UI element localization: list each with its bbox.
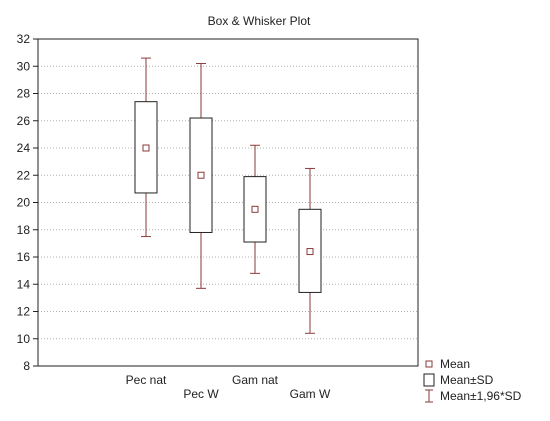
y-tick-label: 28	[17, 87, 31, 101]
legend-item: Mean±SD	[423, 373, 494, 387]
y-tick-label: 16	[17, 250, 31, 264]
y-tick-label: 20	[17, 196, 31, 210]
y-tick-label: 18	[17, 223, 31, 237]
category-label: Gam nat	[232, 373, 279, 387]
mean-marker	[197, 171, 205, 179]
category-label: Pec W	[183, 387, 219, 401]
box-group	[189, 63, 213, 289]
y-tick-label: 26	[17, 114, 31, 128]
legend-label: Mean±1,96*SD	[440, 389, 522, 403]
legend-item: Mean±1,96*SD	[425, 389, 522, 403]
box-layer	[134, 57, 322, 334]
y-tick-label: 30	[17, 59, 31, 73]
mean-marker	[251, 205, 259, 213]
category-label: Pec nat	[126, 373, 167, 387]
x-axis-labels: Pec nat Pec W Gam nat Gam W	[126, 373, 331, 401]
box-group	[134, 57, 158, 238]
y-tick-label: 22	[17, 168, 31, 182]
legend-item: Mean	[425, 357, 470, 371]
legend-label: Mean	[440, 357, 470, 371]
y-tick-label: 32	[17, 32, 31, 46]
legend: Mean Mean±SD Mean±1,96*SD	[423, 357, 522, 403]
mean-marker	[142, 144, 150, 152]
mean-marker	[306, 248, 314, 256]
y-axis: 8 10 12 14 16 18 20 22 24 26 28 30 32	[17, 32, 38, 373]
grid-layer	[38, 65, 418, 340]
legend-box-symbol	[423, 373, 435, 387]
box-group	[243, 144, 267, 274]
y-tick-label: 10	[17, 332, 31, 346]
y-tick-label: 8	[23, 359, 30, 373]
category-label: Gam W	[290, 387, 331, 401]
legend-mean-symbol	[425, 360, 433, 368]
box-group	[298, 167, 322, 334]
y-tick-label: 24	[17, 141, 31, 155]
y-tick-label: 12	[17, 305, 31, 319]
chart-title: Box & Whisker Plot	[208, 14, 311, 28]
legend-label: Mean±SD	[440, 373, 494, 387]
y-tick-label: 14	[17, 277, 31, 291]
